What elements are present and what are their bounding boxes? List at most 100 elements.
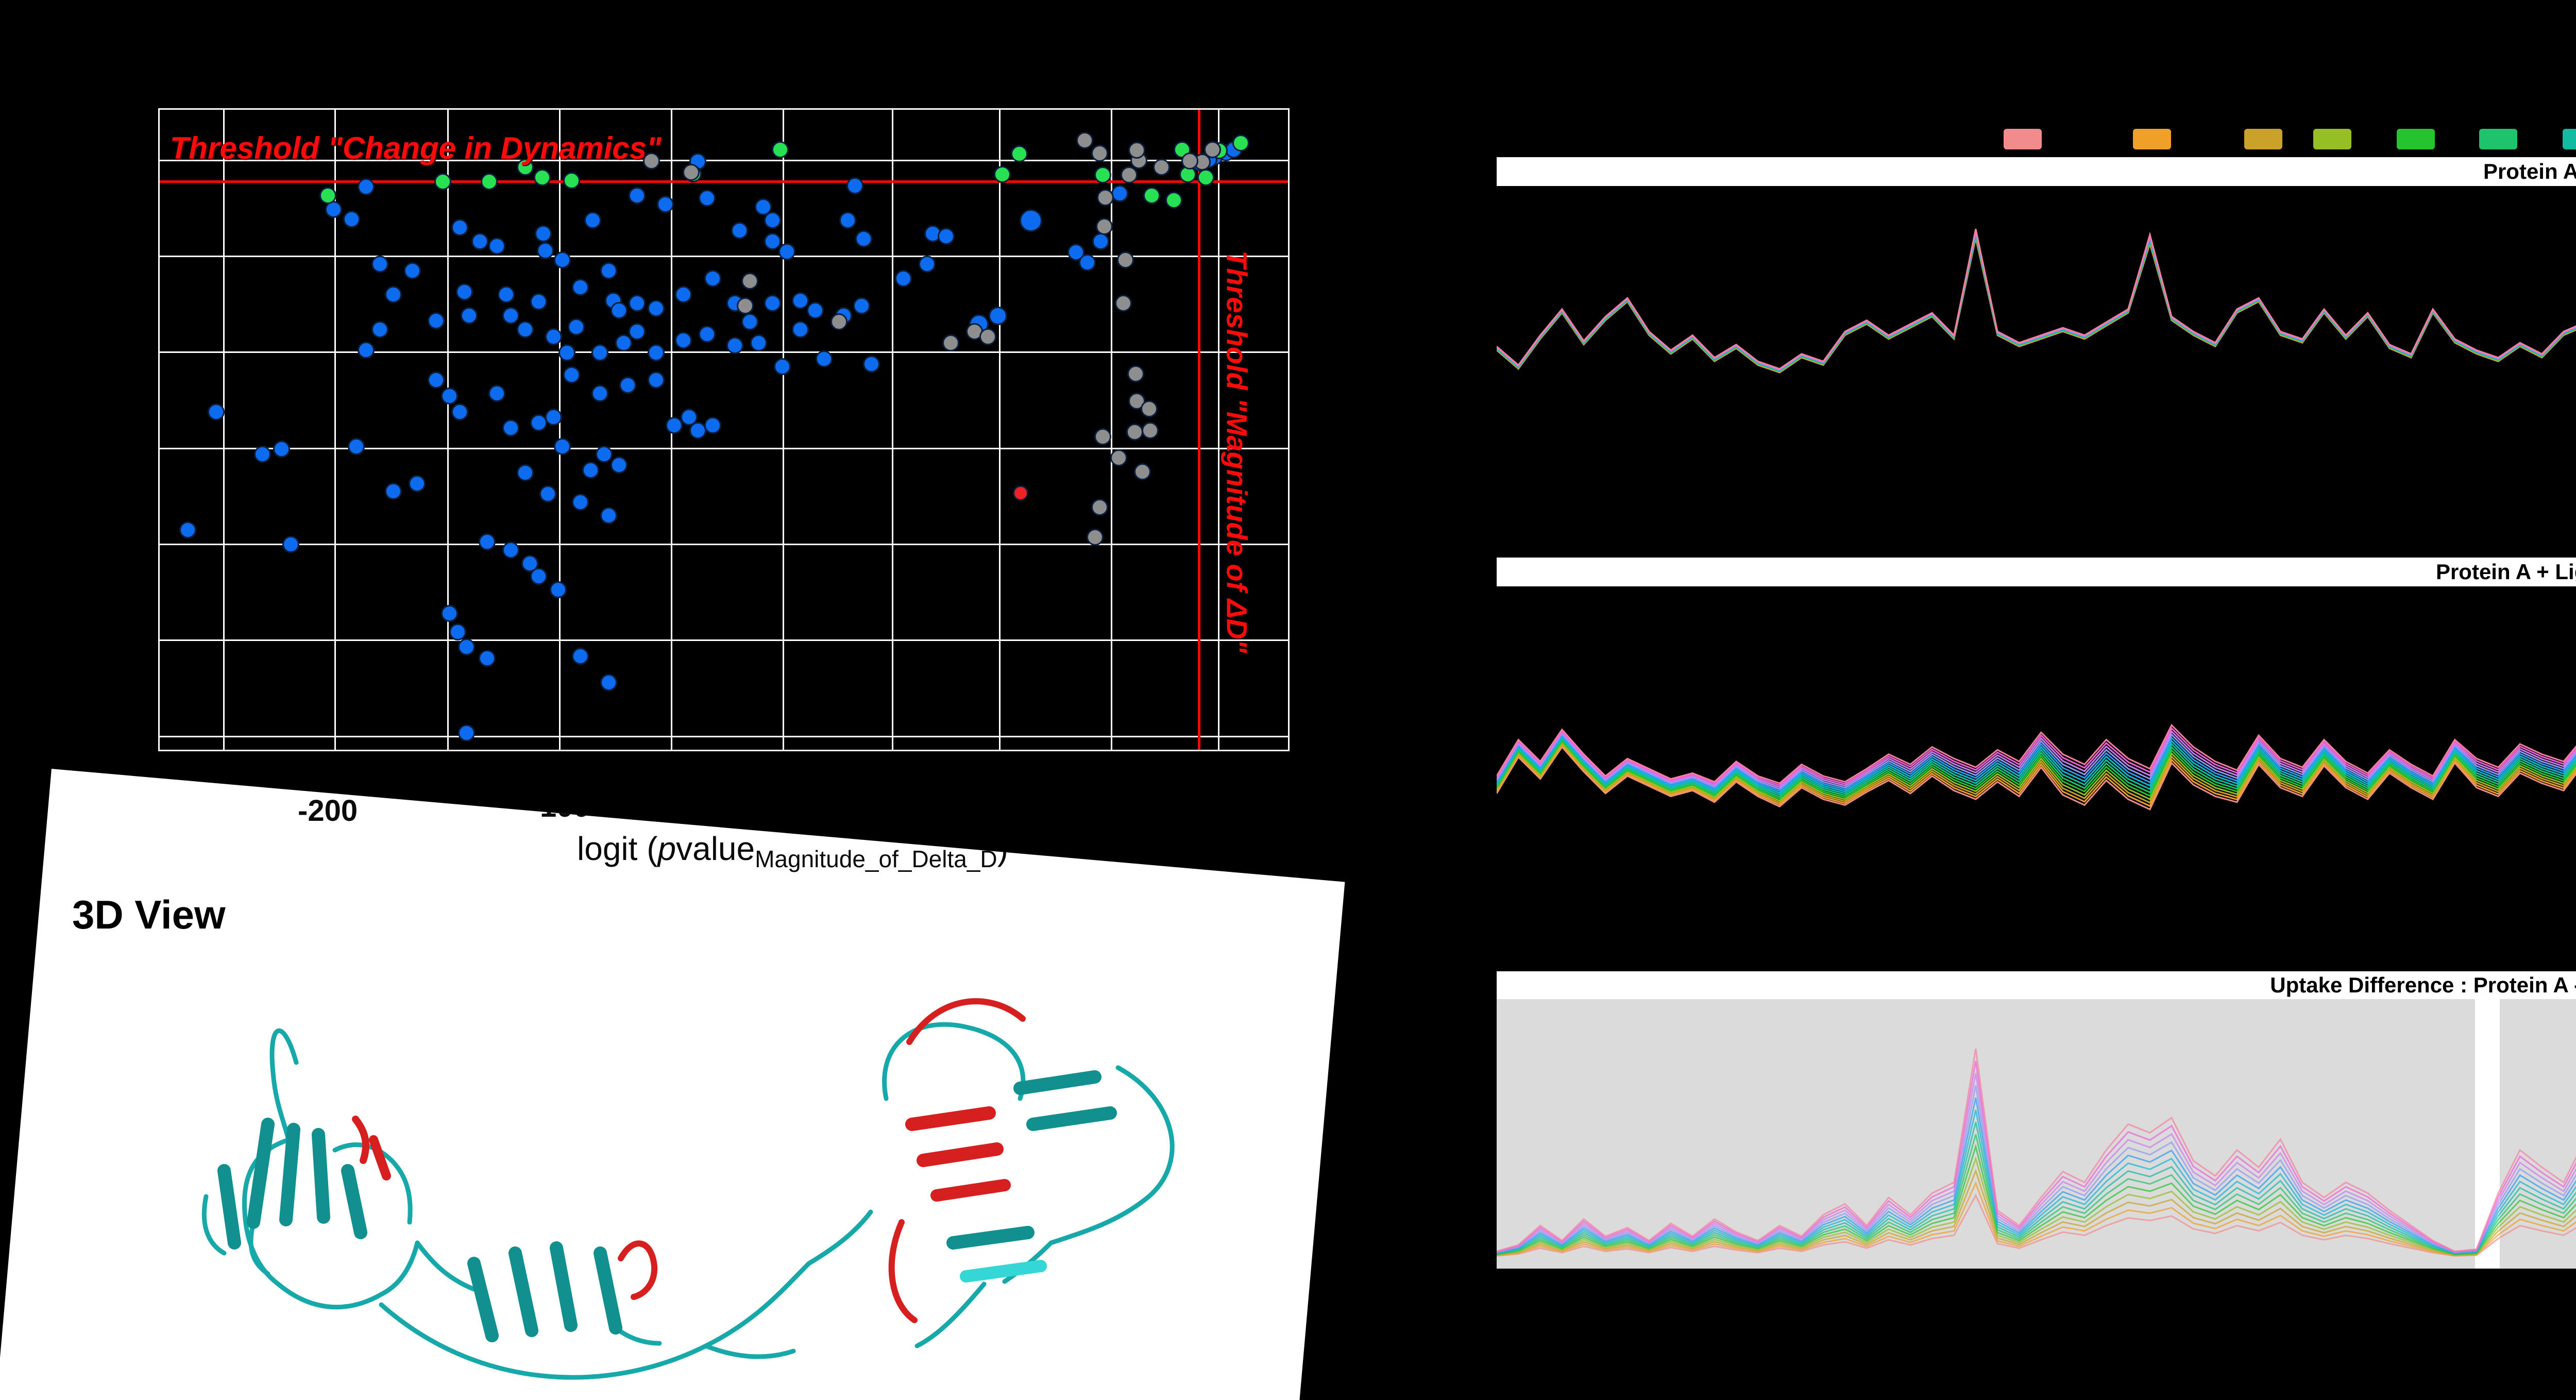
scatter-point (488, 384, 506, 402)
scatter-point (600, 262, 618, 280)
scatter-point (455, 283, 473, 301)
gridline-horizontal (160, 159, 1288, 161)
3d-view-panel-content: -200 100 logit (pvalueMagnitude_of_Delta… (52, 769, 1345, 1400)
scatter-point (558, 344, 576, 362)
scatter-point (582, 461, 600, 479)
scatter-point (1012, 485, 1028, 501)
scatter-point (460, 307, 478, 325)
scatter-point (458, 724, 476, 742)
scatter-point (428, 371, 445, 389)
protein-structure-viewport[interactable] (113, 954, 1252, 1400)
scatter-point (1076, 132, 1094, 149)
scatter-point (846, 177, 863, 195)
scatter-point (384, 482, 402, 500)
scatter-point (567, 318, 585, 335)
scatter-point (772, 141, 789, 158)
gridline-horizontal (160, 447, 1288, 449)
scatter-point (533, 169, 551, 187)
volcano-x-axis-label: logit (pvalueMagnitude_of_Delta_D) (577, 830, 1008, 873)
scatter-point (458, 638, 476, 655)
scatter-point (1078, 254, 1096, 272)
gridline-horizontal (160, 256, 1288, 258)
xaxis-label-p: p (657, 830, 676, 867)
scatter-point (704, 416, 721, 434)
scatter-point (282, 535, 299, 553)
legend-swatch (2479, 129, 2517, 149)
scatter-point (563, 366, 580, 383)
scatter-point (1141, 400, 1158, 417)
scatter-point (591, 384, 608, 402)
scatter-point (441, 604, 459, 622)
scatter-point (530, 567, 548, 585)
gridline-horizontal (160, 735, 1288, 737)
scatter-point (648, 371, 665, 389)
scatter-point (488, 238, 506, 255)
scatter-point (1094, 428, 1112, 446)
scatter-point (778, 243, 796, 261)
scatter-point (358, 342, 375, 359)
scatter-point (517, 464, 534, 481)
series-line (1497, 226, 2576, 383)
series-line (1497, 235, 2576, 430)
scatter-point (502, 419, 519, 436)
threshold-line-horizontal (160, 180, 1288, 183)
series-line (1497, 714, 2576, 803)
chart-protein-a (1497, 186, 2576, 559)
xaxis-label-suffix: ) (997, 830, 1008, 867)
scatter-point (610, 456, 628, 474)
scatter-point (674, 331, 692, 349)
scatter-point (918, 255, 936, 273)
gridline-horizontal (160, 351, 1288, 353)
gridline-vertical (223, 110, 225, 750)
chart-title-protein-a-ligand: Protein A + Ligand (2435, 560, 2576, 584)
scatter-point (648, 344, 665, 362)
scatter-point (839, 212, 857, 229)
series-line (1497, 1049, 2576, 1251)
scatter-point (554, 437, 571, 455)
scatter-point (404, 262, 421, 280)
scatter-point (689, 421, 707, 439)
gridline-vertical (559, 110, 561, 750)
series-line (1497, 682, 2576, 783)
scatter-point (1114, 294, 1132, 312)
scatter-point (1197, 169, 1214, 187)
scatter-point (1232, 134, 1249, 152)
series-line (1497, 233, 2576, 422)
series-line (1497, 220, 2576, 369)
scatter-point (942, 334, 959, 351)
scatter-point (549, 581, 567, 598)
scatter-point (1128, 141, 1146, 159)
gridline-vertical (782, 110, 784, 750)
scatter-point (600, 507, 618, 524)
scatter-point (591, 344, 608, 362)
legend-swatch (2397, 129, 2435, 149)
scatter-point (682, 164, 700, 181)
scatter-point (989, 306, 1008, 325)
scatter-point (384, 286, 402, 303)
scatter-point (1127, 365, 1144, 383)
chart-title-bar-protein-a: Protein A (1497, 157, 2576, 186)
legend-swatch (2563, 129, 2576, 149)
xaxis-label-prefix: logit ( (577, 830, 658, 867)
series-line (1497, 1159, 2576, 1255)
scatter-point (1096, 189, 1114, 206)
scatter-point (619, 376, 637, 394)
scatter-point (530, 414, 548, 431)
scatter-point (449, 623, 466, 640)
scatter-point (816, 350, 833, 367)
scatter-point (792, 321, 809, 338)
scatter-point (726, 336, 744, 354)
series-line (1497, 230, 2576, 406)
scatter-point (273, 440, 291, 458)
scatter-point (648, 299, 665, 317)
scatter-point (537, 242, 554, 259)
gridline-vertical (1218, 110, 1220, 750)
xaxis-label-value: value (676, 830, 755, 867)
chart-title-bar-uptake-difference: Uptake Difference : Protein A - (Protein… (1497, 971, 2576, 999)
scatter-point (656, 196, 674, 213)
scatter-point (478, 533, 496, 550)
gridline-vertical (892, 110, 894, 750)
gridline-horizontal (160, 544, 1288, 546)
series-line (1497, 721, 2576, 810)
scatter-point (428, 312, 445, 330)
